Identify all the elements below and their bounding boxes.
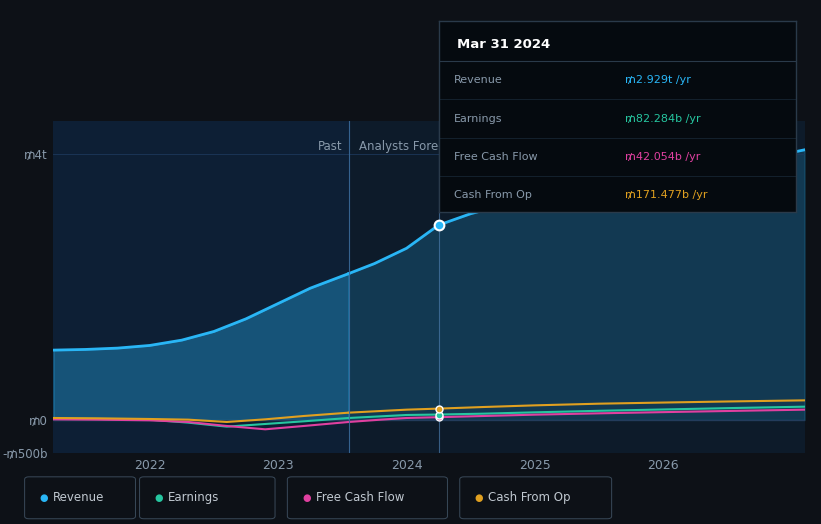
- Text: Earnings: Earnings: [168, 492, 220, 504]
- Text: ●: ●: [154, 493, 163, 503]
- Text: Mar 31 2024: Mar 31 2024: [457, 38, 550, 51]
- Text: ₥82.284b /yr: ₥82.284b /yr: [625, 114, 700, 124]
- Text: Cash From Op: Cash From Op: [488, 492, 571, 504]
- Text: Past: Past: [318, 140, 342, 154]
- Bar: [53, 121, 349, 453]
- Text: Cash From Op: Cash From Op: [453, 190, 531, 200]
- Text: Revenue: Revenue: [53, 492, 105, 504]
- Text: Free Cash Flow: Free Cash Flow: [453, 152, 537, 162]
- Text: ₥171.477b /yr: ₥171.477b /yr: [625, 190, 708, 200]
- Text: Analysts Forecasts: Analysts Forecasts: [359, 140, 469, 154]
- Text: Earnings: Earnings: [453, 114, 502, 124]
- Text: ●: ●: [302, 493, 310, 503]
- Text: ₥42.054b /yr: ₥42.054b /yr: [625, 152, 700, 162]
- Text: ₥2.929t /yr: ₥2.929t /yr: [625, 75, 690, 85]
- Text: ●: ●: [39, 493, 48, 503]
- Text: Revenue: Revenue: [453, 75, 502, 85]
- Text: ●: ●: [475, 493, 483, 503]
- Text: Free Cash Flow: Free Cash Flow: [316, 492, 405, 504]
